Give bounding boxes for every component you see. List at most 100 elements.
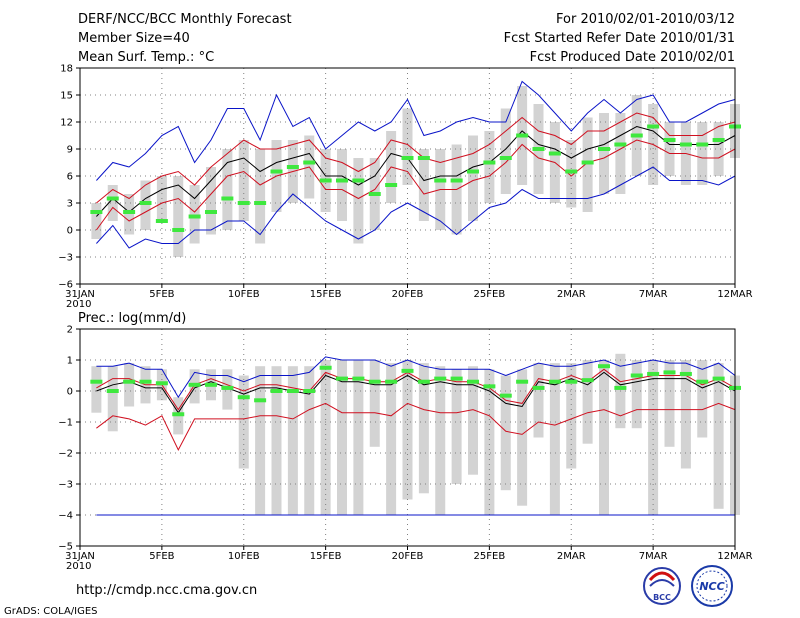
box-1-11 — [255, 366, 266, 515]
box-0-32 — [599, 113, 609, 194]
xtick-label-0: 15FEB — [310, 289, 342, 300]
box-1-39 — [713, 363, 724, 509]
xtick-label-0: 10FEB — [228, 289, 260, 300]
median-0-13 — [286, 165, 299, 169]
ytick-label-0: −6 — [58, 280, 73, 291]
median-1-25 — [483, 384, 496, 389]
median-1-1 — [90, 379, 103, 384]
box-1-3 — [124, 363, 135, 407]
median-0-23 — [450, 178, 463, 183]
median-0-36 — [663, 138, 676, 142]
median-1-33 — [614, 385, 627, 390]
ytick-label-0: 3 — [67, 199, 73, 210]
xtick-label-1: 20FEB — [392, 551, 424, 562]
ytick-label-0: −3 — [58, 253, 73, 264]
median-0-8 — [205, 210, 217, 214]
median-0-31 — [581, 160, 594, 165]
median-0-29 — [548, 151, 561, 156]
ytick-label-1: 1 — [67, 356, 73, 367]
median-0-39 — [712, 138, 725, 142]
ytick-label-0: 0 — [67, 226, 73, 237]
box-0-10 — [238, 140, 249, 221]
median-1-12 — [270, 389, 283, 393]
series-mean+sd-line-0 — [96, 112, 736, 204]
median-0-17 — [352, 178, 365, 183]
box-0-4 — [140, 180, 151, 230]
box-0-31 — [582, 117, 593, 212]
median-1-36 — [663, 370, 676, 375]
series-mean-sd-line-1 — [96, 402, 736, 452]
box-1-13 — [287, 366, 298, 515]
footer-url[interactable]: http://cmdp.ncc.cma.gov.cn — [76, 583, 257, 598]
header-started-date: Fcst Started Refer Date 2010/01/31 — [504, 31, 735, 46]
median-0-7 — [188, 214, 201, 219]
median-1-22 — [434, 376, 447, 381]
median-1-2 — [106, 389, 119, 393]
box-1-31 — [582, 360, 593, 444]
median-0-21 — [417, 156, 430, 160]
xtick-label-1: 7MAR — [639, 551, 668, 562]
box-1-19 — [386, 363, 397, 515]
box-1-15 — [320, 360, 331, 515]
median-0-12 — [270, 169, 283, 174]
median-0-9 — [221, 196, 234, 201]
box-0-3 — [124, 194, 135, 235]
xtick-label-1: 15FEB — [310, 551, 342, 562]
xtick-label-1: 10FEB — [228, 551, 260, 562]
median-0-32 — [598, 147, 610, 151]
box-1-25 — [484, 369, 495, 515]
ncc-logo: NCC — [691, 565, 733, 607]
box-1-32 — [599, 360, 609, 515]
ytick-label-1: −1 — [58, 418, 73, 429]
xtick-label-1: 2010 — [66, 561, 91, 572]
xtick-label-0: 2MAR — [557, 289, 586, 300]
ytick-label-0: 9 — [67, 145, 73, 156]
box-0-25 — [484, 131, 495, 203]
median-1-29 — [548, 379, 561, 384]
median-0-34 — [630, 133, 643, 138]
box-1-12 — [271, 366, 282, 515]
median-1-10 — [237, 395, 250, 400]
box-1-24 — [468, 366, 478, 475]
box-1-37 — [680, 360, 691, 469]
median-1-14 — [303, 389, 316, 393]
ytick-label-1: −5 — [58, 542, 73, 553]
box-0-33 — [615, 113, 626, 194]
median-1-7 — [188, 382, 201, 387]
median-1-4 — [139, 379, 152, 384]
xtick-label-1: 2MAR — [557, 551, 586, 562]
median-0-15 — [319, 178, 332, 183]
box-0-17 — [353, 158, 364, 244]
box-1-16 — [337, 360, 347, 515]
median-1-28 — [532, 385, 545, 390]
box-0-36 — [664, 122, 675, 176]
median-0-1 — [90, 210, 103, 214]
xtick-label-1: 25FEB — [474, 551, 506, 562]
median-1-20 — [401, 368, 414, 373]
median-0-11 — [254, 201, 267, 205]
xtick-label-1: 12MAR — [717, 551, 752, 562]
box-1-35 — [648, 360, 659, 515]
xtick-label-1: 31JAN — [65, 551, 95, 562]
box-0-11 — [255, 149, 266, 244]
box-1-21 — [418, 363, 429, 494]
box-1-10 — [238, 375, 249, 469]
box-1-30 — [566, 363, 577, 469]
median-0-10 — [237, 201, 250, 205]
median-1-26 — [499, 393, 512, 398]
median-0-5 — [155, 219, 168, 223]
median-1-24 — [467, 379, 479, 384]
median-0-3 — [123, 210, 136, 214]
median-1-9 — [221, 385, 234, 390]
grads-credit: GrADS: COLA/IGES — [4, 606, 98, 617]
ytick-label-1: 0 — [67, 387, 73, 398]
median-0-37 — [679, 142, 692, 147]
median-1-38 — [696, 379, 709, 384]
series-max-line-1 — [96, 356, 736, 399]
median-1-3 — [123, 379, 136, 384]
box-0-9 — [222, 149, 233, 230]
box-1-38 — [697, 360, 708, 438]
